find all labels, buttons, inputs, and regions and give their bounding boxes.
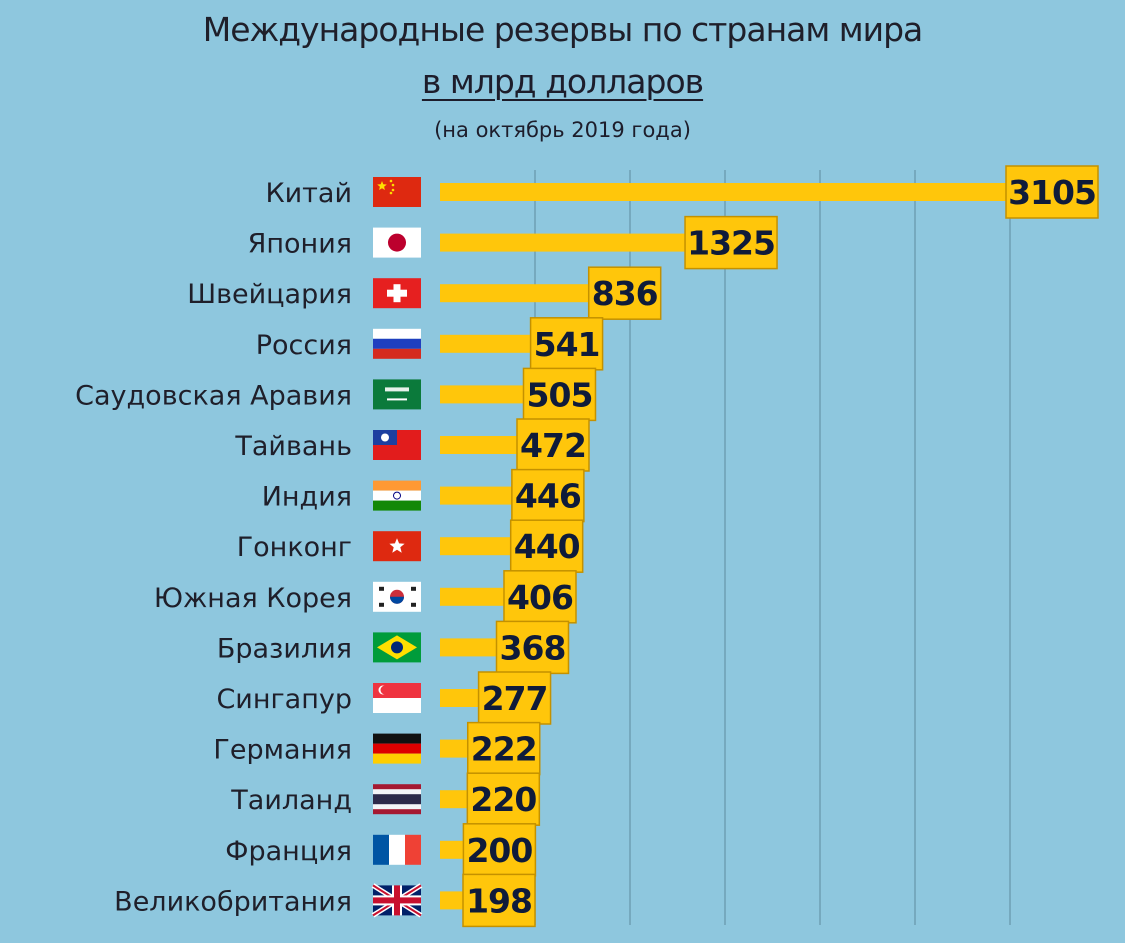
value-label: 541 — [534, 325, 600, 364]
bar-row: Китай 3105 — [265, 165, 1099, 219]
value-label: 200 — [466, 831, 532, 870]
value-label-box — [509, 519, 584, 573]
south-korea-flag-icon — [373, 581, 421, 612]
country-label: Швейцария — [187, 279, 352, 310]
bar-row: Индия 446 — [262, 468, 585, 523]
singapore-flag-icon — [373, 683, 421, 713]
germany-flag-icon — [373, 733, 421, 764]
bar-row: Южная Корея 406 — [154, 570, 577, 624]
country-label: Южная Корея — [154, 583, 352, 614]
hong-kong-flag-icon — [373, 531, 421, 562]
bar — [440, 436, 533, 454]
bar — [440, 233, 702, 252]
bar-row: Сингапур 277 — [216, 671, 552, 725]
bar-row: Швейцария 836 — [187, 266, 662, 320]
thailand-flag-icon — [373, 784, 421, 815]
france-flag-icon — [373, 834, 421, 865]
value-label: 198 — [466, 881, 532, 920]
value-label: 446 — [515, 477, 581, 516]
taiwan-flag-icon — [373, 430, 421, 460]
value-label-box — [529, 317, 604, 371]
value-label: 440 — [514, 527, 580, 566]
chart-title: Международные резервы по странам мира — [202, 10, 924, 49]
japan-flag-icon — [373, 227, 421, 258]
value-label: 505 — [527, 375, 593, 414]
country-label: Саудовская Аравия — [75, 380, 352, 411]
bar-row: Россия 541 — [256, 317, 604, 371]
bar-row: Бразилия 368 — [217, 620, 570, 675]
country-label: Таиланд — [230, 785, 352, 816]
bar-row: Франция 200 — [225, 823, 537, 877]
bar-row: Япония 1325 — [248, 215, 778, 270]
value-label-box — [587, 266, 662, 320]
value-label: 368 — [500, 628, 566, 667]
value-label: 220 — [470, 780, 536, 819]
value-label-box — [1005, 165, 1099, 219]
bar-row: Саудовская Аравия 505 — [75, 367, 597, 422]
country-label: Сингапур — [216, 684, 352, 715]
value-label-box — [462, 873, 536, 928]
uk-flag-icon — [371, 883, 423, 918]
country-label: Индия — [262, 482, 352, 513]
value-label-box — [477, 671, 552, 725]
bar — [440, 284, 605, 303]
bar — [440, 638, 513, 657]
brazil-flag-icon — [373, 632, 421, 663]
value-label: 1325 — [687, 224, 775, 263]
india-flag-icon — [373, 480, 421, 511]
country-label: Япония — [248, 229, 352, 260]
country-label: Германия — [213, 735, 352, 766]
country-label: Гонконг — [237, 532, 352, 563]
country-label: Франция — [225, 836, 352, 867]
bar-row: Тайвань 472 — [234, 418, 590, 472]
country-label: Бразилия — [217, 633, 352, 664]
chart-subtitle: в млрд долларов — [0, 62, 1125, 101]
value-label: 277 — [482, 679, 548, 718]
country-label: Великобритания — [114, 886, 352, 917]
bar-row: Германия 222 — [213, 721, 541, 776]
value-label-box — [684, 215, 778, 270]
switzerland-flag-icon — [373, 278, 421, 309]
value-label-box — [503, 570, 577, 624]
china-flag-icon — [373, 177, 421, 207]
bar — [440, 334, 547, 353]
bar-row: Таиланд 220 — [230, 772, 541, 826]
bar — [440, 385, 540, 404]
date-note: (на октябрь 2019 года) — [434, 118, 691, 142]
russia-flag-icon — [373, 328, 421, 359]
value-label-box — [462, 823, 537, 877]
country-label: Тайвань — [234, 431, 352, 462]
bar-row: Гонконг 440 — [237, 519, 584, 573]
country-label: Россия — [256, 330, 352, 361]
bar — [440, 537, 527, 556]
chart-subtitle-text: в млрд долларов — [421, 62, 704, 101]
value-label: 472 — [520, 426, 586, 465]
value-label: 222 — [471, 730, 537, 769]
bar — [440, 587, 520, 606]
value-label: 836 — [592, 274, 658, 313]
value-label: 3105 — [1008, 173, 1096, 212]
country-label: Китай — [265, 178, 352, 209]
saudi-arabia-flag-icon — [373, 379, 421, 410]
bar-row: Великобритания 198 — [114, 873, 536, 928]
value-label-box — [466, 772, 541, 826]
value-label-box — [516, 418, 590, 472]
value-label: 406 — [507, 578, 573, 617]
bar — [440, 486, 528, 505]
bar — [440, 183, 1052, 201]
